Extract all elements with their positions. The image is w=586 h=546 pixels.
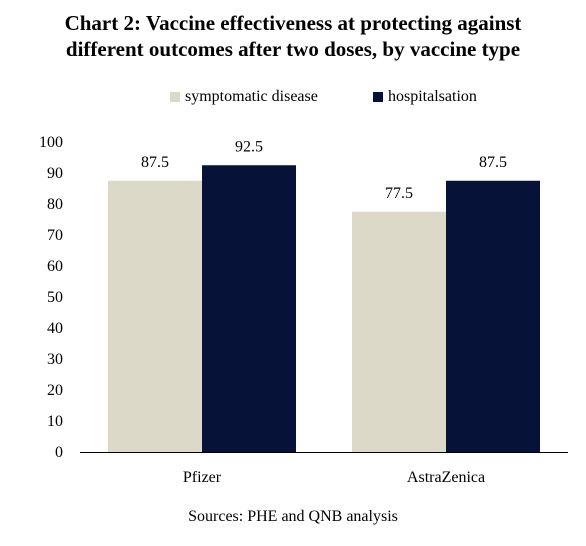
y-tick-label: 40	[47, 320, 63, 337]
legend: symptomatic disease hospitalsation	[0, 88, 586, 108]
legend-swatch-symptomatic	[170, 92, 180, 102]
chart-title-line2: different outcomes after two doses, by v…	[65, 37, 521, 61]
y-tick-label: 30	[47, 351, 63, 368]
bar-hospitalisation-astrazenica	[446, 180, 540, 452]
data-label: 87.5	[479, 154, 507, 171]
source-note: Sources: PHE and QNB analysis	[188, 508, 398, 525]
y-tick-label: 50	[47, 289, 63, 306]
y-tick-label: 90	[47, 165, 63, 182]
legend-label-symptomatic: symptomatic disease	[185, 88, 318, 105]
bar-symptomatic-astrazenica	[352, 211, 446, 452]
y-tick-label: 80	[47, 196, 63, 213]
y-tick-label: 0	[55, 444, 63, 461]
y-axis: 0 10 20 30 40 50 60 70 80 90 100	[39, 134, 63, 461]
legend-item-symptomatic: symptomatic disease	[170, 88, 318, 106]
x-axis-labels: Pfizer AstraZenica	[183, 469, 485, 486]
y-tick-label: 10	[47, 413, 63, 430]
y-tick-label: 100	[39, 134, 63, 151]
bars: 87.5 92.5 77.5 87.5	[108, 138, 540, 452]
y-tick-label: 70	[47, 227, 63, 244]
legend-swatch-hospitalisation	[373, 92, 383, 102]
bar-hospitalisation-pfizer	[202, 165, 296, 452]
data-label: 77.5	[385, 185, 413, 202]
y-tick-label: 20	[47, 382, 63, 399]
x-tick-label: AstraZenica	[407, 469, 485, 486]
chart-title: Chart 2: Vaccine effectiveness at protec…	[0, 10, 586, 62]
data-label: 87.5	[141, 154, 169, 171]
y-tick-label: 60	[47, 258, 63, 275]
legend-item-hospitalisation: hospitalsation	[373, 88, 477, 106]
x-tick-label: Pfizer	[183, 469, 222, 486]
bar-symptomatic-pfizer	[108, 180, 202, 452]
chart-title-line1: Chart 2: Vaccine effectiveness at protec…	[64, 11, 522, 35]
data-label: 92.5	[235, 138, 263, 155]
legend-label-hospitalisation: hospitalsation	[388, 88, 477, 105]
